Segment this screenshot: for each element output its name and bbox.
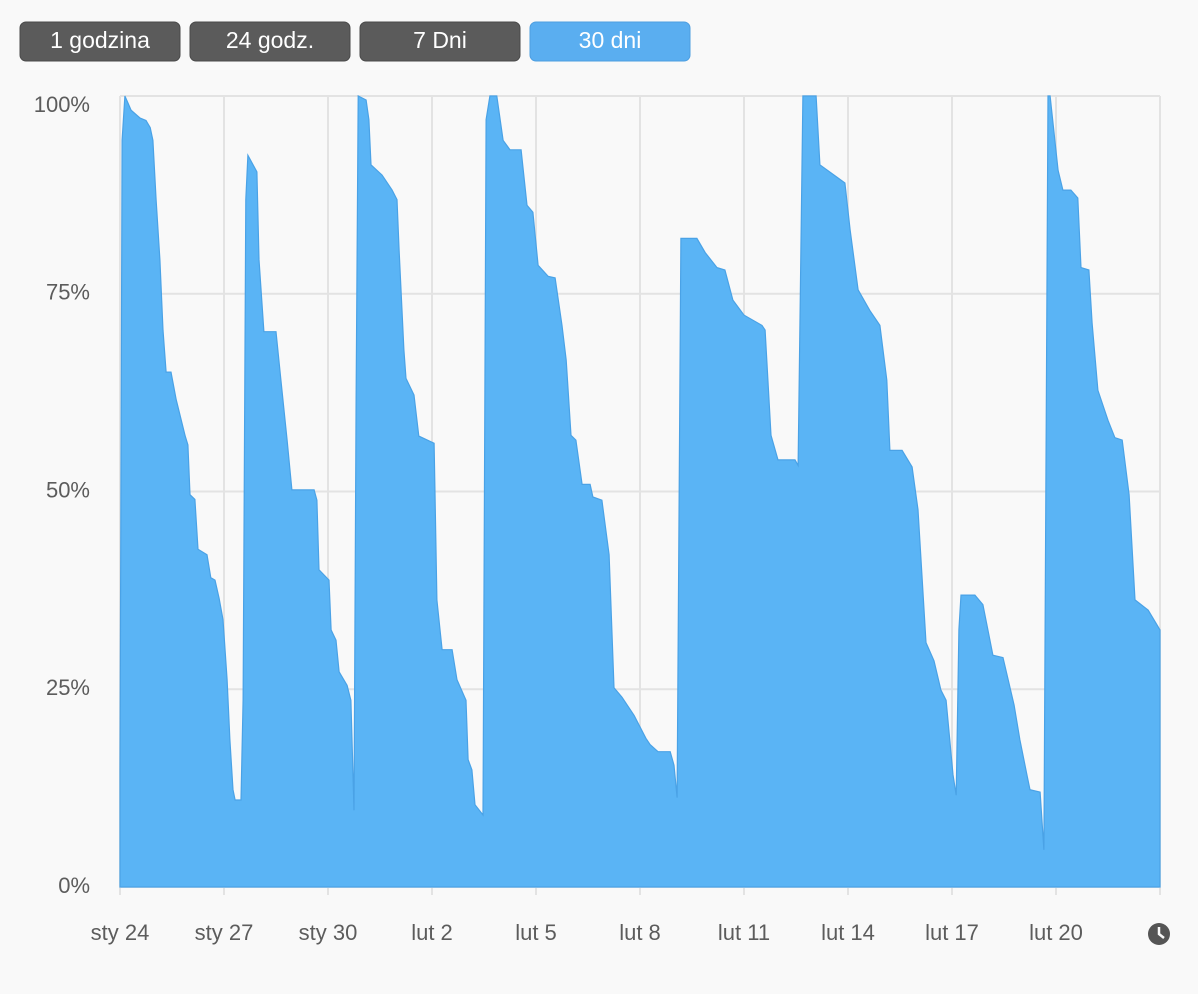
y-tick-label: 50% xyxy=(46,477,90,502)
tab-background xyxy=(19,21,181,62)
x-tick-label: lut 17 xyxy=(925,920,979,945)
tab-button[interactable]: 7 Dni xyxy=(359,21,521,62)
tab-background xyxy=(529,21,691,62)
tab-background xyxy=(189,21,351,62)
clock-icon xyxy=(1148,923,1170,945)
x-tick-label: sty 24 xyxy=(91,920,150,945)
tab-background xyxy=(359,21,521,62)
tab-label: 30 dni xyxy=(579,27,642,53)
x-tick-label: lut 2 xyxy=(411,920,453,945)
y-tick-label: 100% xyxy=(34,92,90,117)
x-tick-label: sty 30 xyxy=(299,920,358,945)
tab-label: 24 godz. xyxy=(226,27,314,53)
battery-area xyxy=(119,95,1161,888)
tab-label: 1 godzina xyxy=(50,27,150,53)
y-tick-label: 25% xyxy=(46,675,90,700)
tab-button[interactable]: 1 godzina xyxy=(19,21,181,62)
y-tick-label: 0% xyxy=(58,873,90,898)
x-tick-label: lut 11 xyxy=(718,920,770,945)
y-tick-label: 75% xyxy=(46,280,90,305)
x-tick-label: lut 8 xyxy=(619,920,661,945)
tab-button[interactable]: 30 dni xyxy=(529,21,691,62)
x-tick-label: sty 27 xyxy=(195,920,254,945)
x-tick-label: lut 5 xyxy=(515,920,557,945)
x-tick-label: lut 14 xyxy=(821,920,875,945)
x-tick-label: lut 20 xyxy=(1029,920,1083,945)
tab-button[interactable]: 24 godz. xyxy=(189,21,351,62)
tab-label: 7 Dni xyxy=(413,27,467,53)
